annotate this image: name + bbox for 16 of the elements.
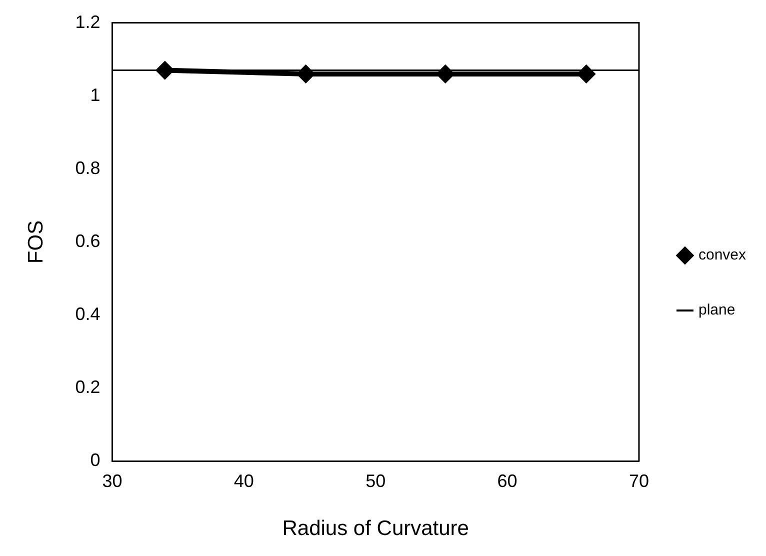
y-tick-label: 0 <box>90 450 100 470</box>
y-tick-label: 1.2 <box>75 12 100 32</box>
legend-label: convex <box>698 246 746 264</box>
y-tick-label: 0.4 <box>75 304 100 324</box>
x-axis-title: Radius of Curvature <box>282 517 469 540</box>
x-tick-label: 40 <box>234 470 254 491</box>
x-tick-label: 60 <box>497 470 518 491</box>
y-tick-label: 1 <box>90 84 100 105</box>
legend-label: plane <box>698 302 736 319</box>
x-tick-label: 70 <box>628 470 649 491</box>
x-tick-label: 30 <box>102 470 122 491</box>
x-tick-label: 50 <box>366 470 386 491</box>
y-axis-title: FOS <box>24 220 48 264</box>
y-tick-label: 0.8 <box>75 158 100 178</box>
y-tick-label: 0.2 <box>75 377 100 398</box>
y-tick-label: 0.6 <box>75 230 100 251</box>
